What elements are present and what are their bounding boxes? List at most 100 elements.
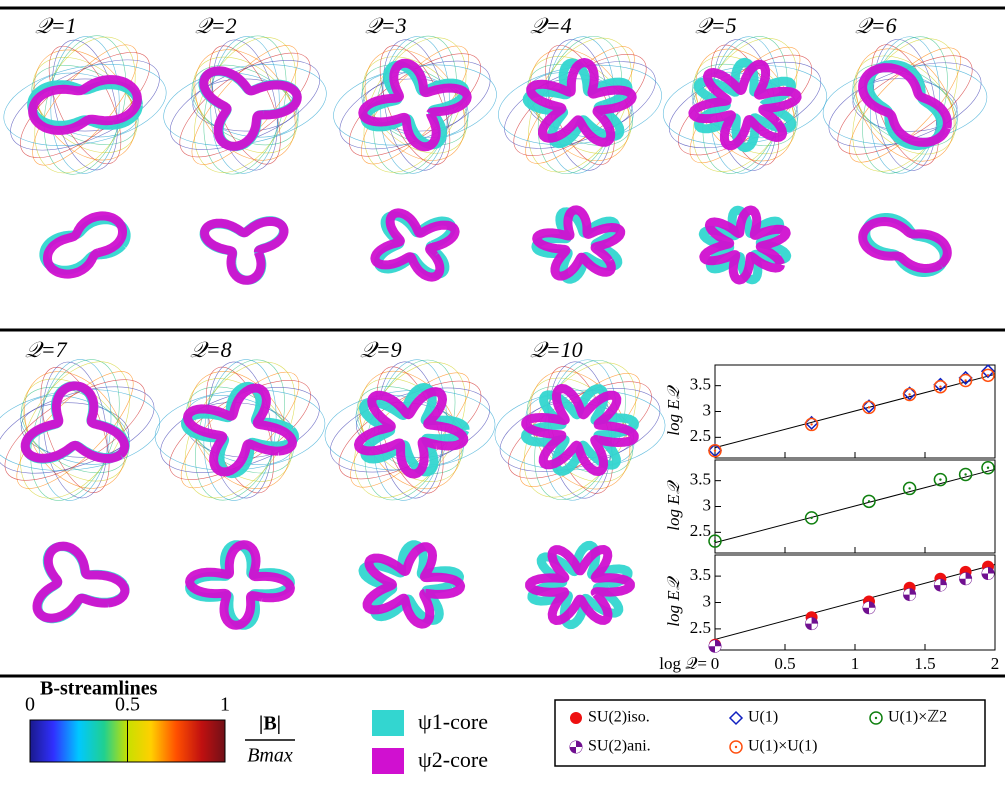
y-axis-label: log E𝒬 (664, 575, 683, 626)
panel-label: 𝒬=8 (190, 337, 232, 362)
data-point (934, 579, 947, 592)
marker-dot (868, 500, 870, 502)
colorbar-label: Bmax (247, 745, 293, 767)
colorbar-tick-label: 1 (220, 694, 230, 716)
legend-entry: SU(2)ani. (570, 738, 651, 755)
marker-dot (810, 423, 812, 425)
data-point (863, 601, 876, 614)
y-axis-label: log E𝒬 (664, 384, 683, 435)
data-point (982, 567, 995, 580)
legend-label: U(1)×U(1) (748, 738, 817, 755)
data-point (709, 640, 722, 653)
x-tick-label: 2 (991, 654, 1000, 673)
streamline (164, 35, 325, 175)
marker-cut (715, 646, 721, 652)
streamline (195, 36, 295, 174)
fit-line (715, 469, 995, 542)
marker-dot (964, 379, 966, 381)
legend-label: U(1)×ℤ2 (888, 709, 947, 726)
data-point (806, 512, 818, 524)
knot-tube (532, 545, 628, 624)
y-tick-label: 3 (703, 591, 712, 610)
streamline (31, 27, 140, 183)
marker-dot (908, 487, 910, 489)
knot-tube (693, 64, 797, 146)
x-axis-label: log 𝒬= (659, 654, 707, 673)
marker (730, 712, 742, 724)
marker-dot (875, 717, 877, 719)
core-swatch (372, 748, 404, 774)
panel-label: 𝒬=1 (35, 13, 77, 38)
streamline (664, 37, 827, 174)
marker-cut (966, 579, 972, 585)
y-tick-label: 2.5 (690, 521, 711, 540)
marker-dot (868, 406, 870, 408)
marker-dot (714, 450, 716, 452)
panel-label: 𝒬=4 (530, 13, 572, 38)
knot-tube (37, 546, 125, 618)
marker-cut (988, 573, 994, 579)
panel-label: 𝒬=10 (530, 337, 583, 362)
x-tick-label: 0.5 (774, 654, 795, 673)
streamline (0, 41, 172, 169)
marker-cut (709, 640, 715, 646)
marker-cut (812, 624, 818, 630)
streamline (334, 35, 496, 174)
y-tick-label: 2.5 (690, 426, 711, 445)
y-tick-label: 3 (703, 495, 712, 514)
y-tick-label: 2.5 (690, 618, 711, 637)
streamline (836, 30, 975, 179)
knot-tube (190, 545, 291, 626)
data-point (982, 462, 994, 474)
streamline (823, 37, 986, 172)
marker-dot (908, 393, 910, 395)
plot-frame (715, 555, 995, 650)
knot-tube (190, 545, 291, 626)
legend-entry: U(1)×ℤ2 (870, 709, 947, 726)
streamline (836, 37, 975, 174)
streamline (155, 361, 325, 498)
panel-label: 𝒬=6 (855, 13, 897, 38)
marker-dot (987, 467, 989, 469)
fit-line (715, 565, 995, 640)
data-point (960, 468, 972, 480)
marker-cut (576, 747, 582, 753)
marker (570, 712, 582, 724)
data-point (805, 617, 818, 630)
x-tick-label: 1 (851, 654, 860, 673)
y-tick-label: 3.5 (690, 375, 711, 394)
streamline (672, 21, 819, 190)
streamline (328, 43, 502, 167)
marker-dot (964, 473, 966, 475)
fit-line (715, 374, 995, 447)
streamline (0, 343, 152, 518)
streamline (495, 363, 666, 497)
data-point (903, 588, 916, 601)
streamline (847, 26, 964, 184)
streamline (491, 372, 670, 488)
panel-label: 𝒬=5 (695, 13, 737, 38)
marker-dot (714, 540, 716, 542)
data-point (904, 482, 916, 494)
x-tick-label: 0 (711, 654, 720, 673)
panel-label: 𝒬=7 (25, 337, 68, 362)
legend-label: U(1) (748, 709, 778, 726)
colorbar-tick-label: 0.5 (115, 694, 140, 716)
streamline (190, 27, 300, 183)
figure: 𝒬=1𝒬=2𝒬=3𝒬=4𝒬=5𝒬=6𝒬=7𝒬=8𝒬=9𝒬=102.533.5lo… (0, 0, 1005, 798)
panel-label: 𝒬=3 (365, 13, 407, 38)
knot-tube (365, 65, 465, 145)
core-label: ψ2-core (418, 747, 488, 772)
colorbar-tick-label: 0 (25, 694, 35, 716)
marker-cut (910, 595, 916, 601)
marker-dot (939, 386, 941, 388)
legend-entry: SU(2)iso. (570, 709, 650, 726)
knot-tube (375, 213, 455, 277)
colorbar-label: |B| (259, 713, 281, 735)
legend-entry: U(1)×U(1) (730, 738, 817, 755)
legend-label: SU(2)iso. (588, 709, 650, 726)
y-axis-label: log E𝒬 (664, 479, 683, 530)
knot-tube (863, 68, 948, 143)
core-swatch (372, 710, 404, 736)
streamline (34, 36, 135, 174)
